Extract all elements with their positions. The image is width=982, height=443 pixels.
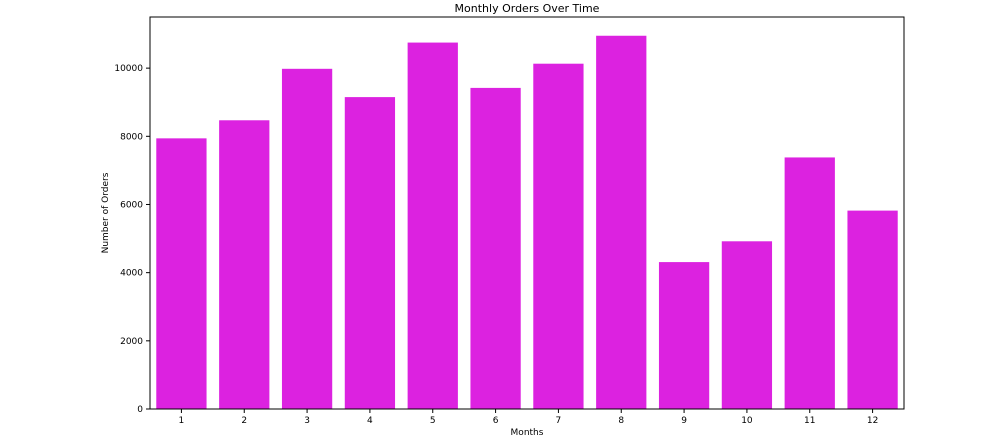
bar-month-7 [533, 63, 584, 409]
x-tick-label: 6 [493, 416, 499, 426]
x-tick-label: 9 [681, 416, 687, 426]
x-axis-label: Months [511, 428, 544, 438]
bar-month-3 [281, 68, 333, 409]
bar-month-6 [470, 87, 521, 410]
bar-month-1 [156, 138, 207, 409]
bar-month-2 [219, 120, 270, 409]
y-axis-label: Number of Orders [101, 172, 111, 253]
x-tick-label: 3 [304, 416, 310, 426]
y-tick-label: 0 [137, 405, 143, 415]
y-tick-label: 10000 [114, 64, 143, 74]
bar-month-11 [784, 157, 835, 409]
y-tick-label: 8000 [120, 132, 143, 142]
x-tick-label: 10 [741, 416, 753, 426]
chart-title: Monthly Orders Over Time [455, 2, 600, 15]
bar-month-12 [847, 210, 898, 409]
x-ticks-group: 1 2 3 4 5 6 7 8 9 10 11 12 [179, 409, 878, 426]
plot-frame [149, 16, 905, 410]
x-tick-label: 5 [430, 416, 436, 426]
x-tick-label: 2 [241, 416, 247, 426]
y-tick-label: 6000 [120, 200, 143, 210]
y-tick-label: 2000 [120, 337, 143, 347]
x-tick-label: 7 [556, 416, 562, 426]
bar-month-5 [407, 42, 458, 409]
bar-month-8 [596, 35, 647, 409]
y-tick-label: 4000 [120, 269, 143, 279]
y-ticks-group: 0 2000 4000 6000 8000 10000 [114, 64, 150, 415]
bars-group [156, 35, 898, 410]
x-tick-label: 1 [179, 416, 185, 426]
bar-month-10 [721, 241, 773, 409]
x-tick-label: 8 [618, 416, 624, 426]
x-tick-label: 4 [367, 416, 373, 426]
bar-month-4 [344, 97, 396, 409]
x-tick-label: 11 [804, 416, 815, 426]
bar-month-9 [658, 262, 710, 409]
x-tick-label: 12 [867, 416, 878, 426]
